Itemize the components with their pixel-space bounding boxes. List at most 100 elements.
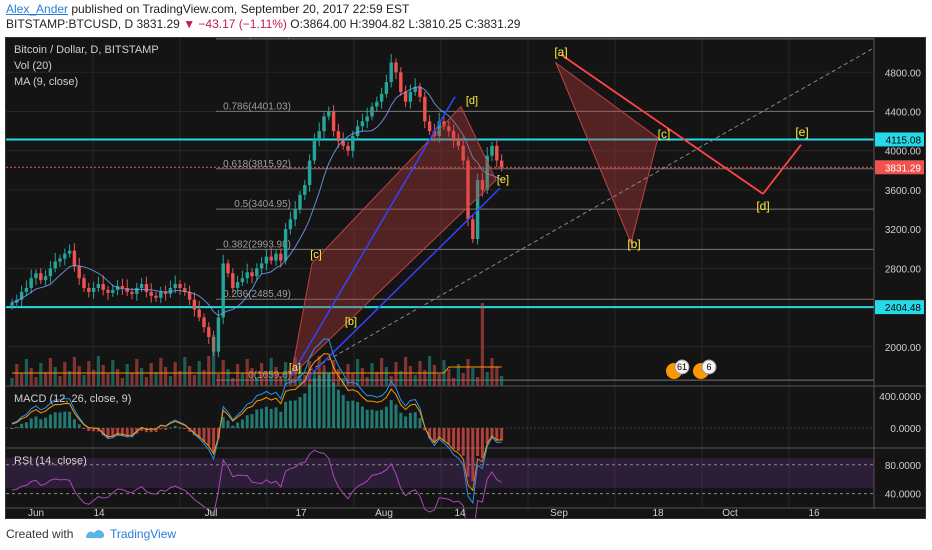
- candle-body: [163, 291, 168, 294]
- candle-body: [379, 93, 384, 102]
- volume-bar: [447, 369, 451, 386]
- projection-up-line: [762, 144, 802, 195]
- macd-histogram-bar: [53, 412, 57, 428]
- volume-bar: [92, 370, 96, 386]
- macd-histogram-bar: [303, 393, 307, 428]
- volume-bar: [404, 357, 408, 386]
- candle-body: [495, 145, 499, 161]
- candle-body: [288, 219, 293, 230]
- ohlc-values: O:3864.00 H:3904.82 L:3810.25 C:3831.29: [290, 17, 521, 31]
- candle-body: [456, 140, 461, 146]
- candle-body: [183, 287, 187, 292]
- candle-body: [24, 287, 29, 292]
- candle-body: [259, 263, 264, 269]
- macd-histogram-bar: [308, 384, 312, 428]
- time-axis-tick: 14: [93, 508, 105, 518]
- macd-histogram-bar: [77, 424, 81, 428]
- chart-area[interactable]: 1(5140.55) 0.786(4401.03) 0.618(3815.92) 0.…: [5, 37, 926, 519]
- price-axis-tick: 2800.00: [885, 264, 922, 275]
- macd-histogram-bar: [231, 425, 235, 428]
- candle-body: [480, 180, 485, 190]
- macd-histogram-bar: [144, 428, 148, 433]
- volume-bar: [336, 369, 340, 386]
- candle-body: [471, 219, 475, 239]
- macd-axis-tick: 0.0000: [890, 424, 921, 435]
- volume-bar: [250, 368, 254, 386]
- macd-histogram-bar: [140, 428, 144, 431]
- macd-histogram-bar: [125, 428, 129, 438]
- candle-body: [77, 266, 81, 279]
- macd-histogram-bar: [317, 375, 321, 428]
- volume-bar: [428, 356, 432, 386]
- candle-body: [394, 62, 398, 73]
- volume-bar: [202, 370, 206, 386]
- symbol-label: BITSTAMP:BTCUSD, D: [6, 17, 134, 31]
- candle-body: [403, 91, 408, 102]
- volume-bar: [120, 378, 124, 386]
- candle-body: [264, 256, 269, 264]
- wave-label-minor: [e]: [497, 174, 509, 186]
- wave-label-minor: [b]: [345, 316, 357, 328]
- price-axis-tick: 3200.00: [885, 225, 922, 236]
- volume-bar: [384, 367, 388, 386]
- candle-body: [159, 291, 163, 298]
- candle-body: [87, 287, 91, 292]
- candle-body: [53, 261, 57, 269]
- macd-histogram-bar: [418, 418, 422, 428]
- macd-histogram-bar: [202, 428, 206, 442]
- candle-body: [120, 286, 125, 288]
- price-axis-tick: 4000.00: [885, 147, 922, 158]
- candle-body: [466, 160, 470, 220]
- candle-body: [106, 289, 110, 293]
- macd-histogram-bar: [221, 417, 225, 428]
- triangle-pattern-area: [554, 61, 659, 245]
- candle-body: [125, 287, 129, 292]
- candle-body: [423, 96, 427, 122]
- macd-histogram-bar: [106, 428, 110, 439]
- volume-bar: [490, 358, 494, 386]
- candle-body: [389, 62, 393, 83]
- volume-bar: [476, 377, 480, 386]
- tradingview-brand[interactable]: TradingView: [110, 527, 177, 541]
- macd-axis-tick: 400.0000: [879, 392, 921, 403]
- candle-body: [341, 140, 345, 146]
- volume-bar: [380, 358, 384, 386]
- fib-label: 0(1659.6): [248, 370, 291, 381]
- time-axis-tick: 17: [295, 508, 307, 518]
- last-price: 3831.29: [136, 17, 180, 31]
- candle-body: [293, 209, 297, 220]
- price-change: ▼ −43.17 (−1.11%): [183, 17, 287, 31]
- macd-histogram-bar: [44, 417, 48, 428]
- wave-label: [d]: [756, 199, 769, 213]
- macd-histogram-bar: [370, 409, 374, 428]
- candle-body: [207, 327, 211, 337]
- macd-histogram-bar: [264, 406, 268, 428]
- volume-bar: [452, 378, 456, 386]
- candle-body: [96, 284, 101, 288]
- price-chart-svg[interactable]: 1(5140.55) 0.786(4401.03) 0.618(3815.92) 0.…: [6, 38, 925, 518]
- macd-histogram-bar: [159, 428, 163, 430]
- volume-bar: [456, 364, 460, 386]
- volume-bar: [106, 374, 110, 386]
- volume-bar: [226, 369, 230, 386]
- macd-histogram-bar: [279, 411, 283, 428]
- macd-legend: MACD (12, 26, close, 9): [14, 393, 132, 405]
- volume-bar: [216, 374, 220, 386]
- candle-body: [154, 295, 158, 298]
- volume-bar: [236, 364, 240, 386]
- candle-body: [384, 82, 389, 94]
- created-with-label: Created with: [6, 527, 74, 541]
- price-axis-tick: 4800.00: [885, 68, 922, 79]
- author-link[interactable]: Alex_Ander: [6, 2, 69, 16]
- volume-bar: [173, 362, 177, 386]
- macd-histogram-bar: [260, 408, 264, 428]
- macd-histogram-bar: [192, 428, 196, 436]
- fib-label: 0.382(2993.98): [223, 239, 291, 250]
- candle-body: [29, 278, 33, 288]
- candle-body: [111, 289, 115, 293]
- time-axis-tick: Aug: [375, 508, 393, 518]
- volume-bar: [116, 369, 120, 386]
- event-count-label: 61: [677, 362, 687, 372]
- candle-body: [235, 282, 240, 288]
- macd-histogram-bar: [274, 407, 278, 428]
